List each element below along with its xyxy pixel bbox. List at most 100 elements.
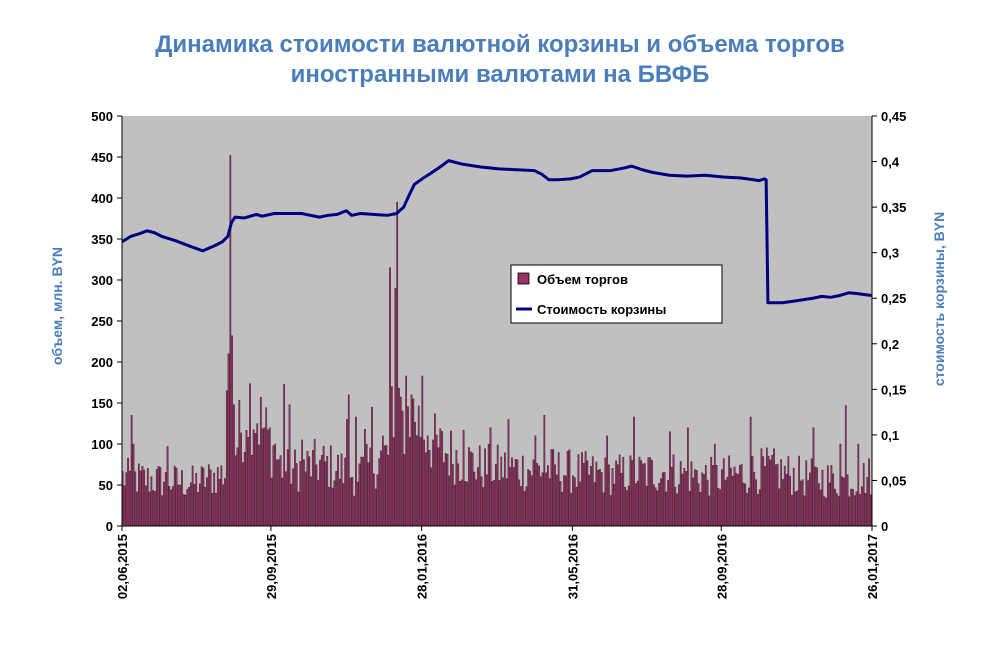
volume-bar — [719, 489, 722, 527]
volume-bar — [425, 452, 427, 527]
volume-bar — [527, 469, 530, 527]
volume-bar — [839, 443, 842, 527]
volume-bar — [453, 484, 456, 527]
volume-bar — [532, 459, 535, 527]
volume-bar — [593, 482, 596, 527]
chart-title: Динамика стоимости валютной корзины и об… — [0, 30, 1000, 90]
volume-bar — [739, 465, 741, 527]
volume-bar — [516, 459, 519, 527]
volume-bar — [159, 467, 162, 527]
volume-bar — [198, 483, 201, 527]
volume-bar — [143, 469, 146, 527]
legend: Объем торгов Стоимость корзины — [510, 264, 723, 324]
volume-bar — [168, 486, 171, 527]
volume-bar — [231, 335, 233, 527]
volume-bar — [240, 432, 242, 527]
volume-bar — [703, 474, 705, 527]
volume-bar — [281, 477, 284, 527]
volume-bar — [622, 457, 625, 527]
volume-bar — [765, 447, 768, 527]
volume-bar — [181, 470, 183, 527]
volume-bar — [398, 388, 400, 527]
volume-bar — [834, 488, 836, 527]
volume-bar — [274, 443, 277, 527]
legend-label-basket: Стоимость корзины — [537, 302, 666, 317]
volume-bar — [172, 486, 174, 527]
volume-bar — [216, 467, 219, 527]
volume-bar — [649, 457, 652, 527]
volume-bar — [464, 481, 467, 527]
volume-bar — [317, 480, 320, 527]
volume-bar — [602, 492, 605, 527]
volume-bar — [697, 483, 700, 527]
volume-bar — [737, 473, 739, 527]
volume-bar — [563, 475, 565, 527]
volume-bar — [712, 465, 714, 527]
volume-bar — [380, 450, 382, 527]
volume-bar — [556, 474, 558, 527]
volume-bar — [177, 484, 180, 527]
volume-bar — [792, 467, 795, 527]
volume-bar — [207, 464, 210, 527]
volume-bar — [466, 481, 469, 527]
volume-bar — [667, 480, 669, 527]
volume-bar — [529, 470, 531, 527]
volume-bar — [787, 456, 790, 527]
volume-bar — [807, 480, 809, 527]
volume-bar — [814, 466, 817, 527]
right-tick-label: 0,45 — [881, 109, 906, 124]
volume-bar — [511, 457, 513, 527]
volume-bar — [355, 416, 357, 527]
volume-bar — [218, 479, 221, 527]
volume-bar — [785, 473, 788, 527]
volume-bar — [374, 488, 377, 527]
volume-bar — [383, 445, 386, 527]
volume-bar — [800, 480, 802, 527]
volume-bar — [408, 437, 411, 527]
volume-bar — [197, 491, 199, 527]
left-tick-label: 50 — [99, 478, 113, 493]
right-tick-label: 0,1 — [881, 428, 899, 443]
volume-bar — [841, 476, 844, 527]
x-tick-label: 02,06,2015 — [115, 534, 130, 599]
volume-bar — [581, 452, 583, 527]
volume-bar — [758, 489, 761, 527]
volume-bar — [335, 471, 338, 527]
volume-bar — [642, 463, 644, 527]
volume-bar — [356, 481, 359, 527]
volume-bar — [721, 469, 723, 527]
volume-bar — [794, 491, 797, 527]
volume-bar — [726, 476, 729, 527]
volume-bar — [817, 483, 820, 527]
volume-bar — [439, 428, 442, 527]
volume-bar — [753, 472, 756, 527]
volume-bar — [166, 446, 169, 527]
volume-bar — [701, 472, 704, 527]
volume-bar — [477, 467, 479, 527]
volume-bar — [575, 486, 578, 527]
volume-bar — [771, 455, 774, 527]
volume-bar — [419, 436, 422, 527]
volume-bar — [566, 451, 569, 527]
volume-bar — [265, 407, 268, 527]
volume-bar — [674, 486, 677, 527]
volume-bar — [647, 457, 650, 527]
right-tick-label: 0,3 — [881, 246, 899, 261]
volume-bar — [220, 465, 223, 527]
volume-bar — [489, 427, 492, 527]
volume-bar — [495, 463, 497, 527]
volume-bar — [392, 437, 395, 527]
volume-bar — [222, 484, 225, 527]
volume-bar — [434, 413, 436, 527]
volume-bar — [514, 459, 517, 527]
volume-bar — [756, 494, 759, 527]
volume-bar — [125, 472, 128, 527]
volume-bar — [670, 466, 673, 527]
volume-bar — [435, 434, 438, 527]
volume-bar — [545, 472, 547, 527]
volume-bar — [826, 465, 829, 527]
x-tick-label: 31,05,2016 — [565, 534, 580, 599]
right-tick-label: 0,25 — [881, 291, 906, 306]
volume-bar — [695, 470, 698, 527]
volume-bar — [399, 396, 402, 527]
